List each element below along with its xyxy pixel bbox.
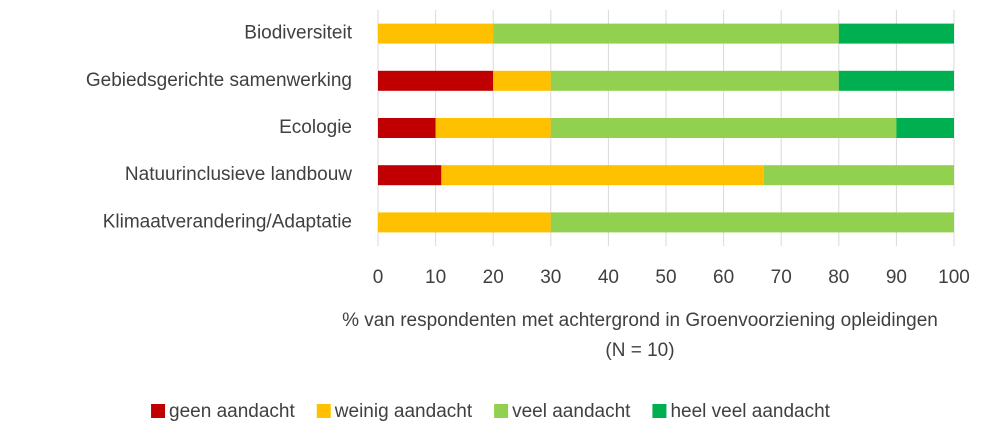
x-tick-label: 0 <box>373 267 384 288</box>
y-tick-label: Biodiversiteit <box>244 23 352 44</box>
x-tick-label: 40 <box>598 267 619 288</box>
x-tick-label: 20 <box>483 267 504 288</box>
bar-segment <box>493 23 839 44</box>
x-tick-label: 90 <box>886 267 907 288</box>
legend-swatch <box>494 404 509 418</box>
bar-segment <box>435 118 551 138</box>
legend-swatch <box>316 404 331 418</box>
legend-swatch <box>652 404 667 418</box>
legend-label: weinig aandacht <box>334 401 473 422</box>
x-axis-label: (N = 10) <box>605 340 674 361</box>
x-tick-label: 50 <box>655 267 676 288</box>
bar-segment <box>378 165 442 186</box>
bar-segment <box>378 23 494 44</box>
bar-segment <box>838 23 954 44</box>
x-tick-label: 30 <box>540 267 561 288</box>
x-tick-label: 10 <box>425 267 446 288</box>
bar-segment <box>441 165 764 186</box>
y-tick-label: Klimaatverandering/Adaptatie <box>103 211 352 232</box>
bar-segment <box>550 70 839 91</box>
x-tick-label: 100 <box>938 267 970 288</box>
x-tick-label: 70 <box>771 267 792 288</box>
bar-segment <box>550 212 954 233</box>
bar-segment <box>378 212 551 233</box>
bar-segment <box>550 118 897 138</box>
legend-swatch <box>151 404 166 418</box>
y-tick-label: Gebiedsgerichte samenwerking <box>86 70 352 91</box>
bar-segment <box>378 118 436 138</box>
bar-segment <box>378 70 494 91</box>
legend-label: veel aandacht <box>512 401 631 422</box>
bar-segment <box>838 70 954 91</box>
y-tick-label: Ecologie <box>279 117 352 138</box>
legend-label: heel veel aandacht <box>670 401 830 422</box>
bar-segment <box>493 70 551 91</box>
y-tick-label: Natuurinclusieve landbouw <box>125 164 352 185</box>
x-tick-label: 60 <box>713 267 734 288</box>
bar-segment <box>763 165 954 186</box>
x-tick-label: 80 <box>828 267 849 288</box>
x-axis-label: % van respondenten met achtergrond in Gr… <box>342 310 938 331</box>
legend-label: geen aandacht <box>169 401 295 422</box>
bar-segment <box>896 118 954 138</box>
